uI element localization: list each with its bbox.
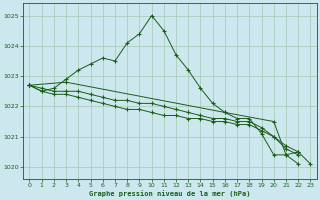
- X-axis label: Graphe pression niveau de la mer (hPa): Graphe pression niveau de la mer (hPa): [89, 190, 251, 197]
